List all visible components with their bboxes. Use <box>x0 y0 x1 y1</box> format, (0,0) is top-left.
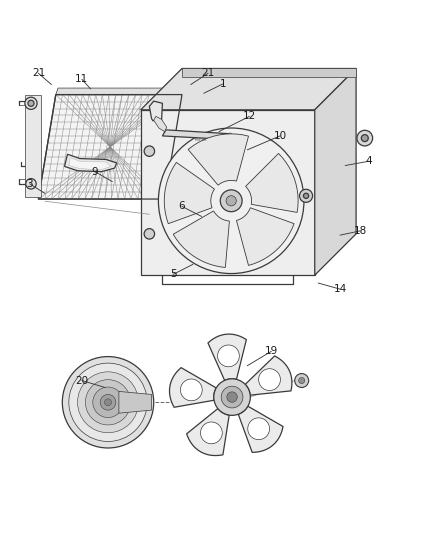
Circle shape <box>221 386 243 408</box>
Circle shape <box>25 97 37 109</box>
Polygon shape <box>154 116 167 132</box>
Polygon shape <box>182 68 356 77</box>
Ellipse shape <box>227 133 233 140</box>
Polygon shape <box>187 409 229 456</box>
Circle shape <box>248 418 269 440</box>
Polygon shape <box>245 356 292 395</box>
Polygon shape <box>69 158 111 170</box>
Polygon shape <box>237 208 294 265</box>
Polygon shape <box>208 334 246 381</box>
Circle shape <box>201 422 222 444</box>
Text: 18: 18 <box>354 226 367 236</box>
Text: 19: 19 <box>265 346 278 357</box>
Polygon shape <box>173 211 230 268</box>
Text: 1: 1 <box>220 79 226 88</box>
Circle shape <box>78 372 138 433</box>
Text: 12: 12 <box>243 111 256 122</box>
Polygon shape <box>182 88 184 199</box>
Polygon shape <box>64 154 117 172</box>
Circle shape <box>144 146 155 156</box>
Circle shape <box>144 229 155 239</box>
Circle shape <box>226 196 236 206</box>
Circle shape <box>69 363 147 441</box>
Text: 21: 21 <box>201 68 215 78</box>
Polygon shape <box>141 68 356 110</box>
Text: 10: 10 <box>273 131 286 141</box>
Circle shape <box>361 135 368 142</box>
Circle shape <box>100 394 116 410</box>
Text: 9: 9 <box>92 167 98 176</box>
Polygon shape <box>238 406 283 453</box>
Text: 3: 3 <box>26 179 33 189</box>
Text: 5: 5 <box>170 269 177 279</box>
Circle shape <box>214 379 251 415</box>
Polygon shape <box>188 134 248 185</box>
Circle shape <box>26 179 36 189</box>
Text: MOPAR: MOPAR <box>195 138 208 142</box>
Polygon shape <box>39 94 182 199</box>
Polygon shape <box>170 368 216 407</box>
Polygon shape <box>119 391 152 413</box>
Polygon shape <box>246 154 298 213</box>
Polygon shape <box>149 101 162 120</box>
Polygon shape <box>25 94 41 197</box>
Polygon shape <box>164 163 215 224</box>
Text: 11: 11 <box>75 75 88 84</box>
Circle shape <box>357 130 373 146</box>
Circle shape <box>218 345 239 367</box>
Circle shape <box>159 128 304 273</box>
Text: 6: 6 <box>179 201 185 212</box>
Circle shape <box>295 374 309 387</box>
Circle shape <box>85 379 131 425</box>
Circle shape <box>220 190 242 212</box>
Circle shape <box>259 369 280 391</box>
Circle shape <box>299 377 305 384</box>
Circle shape <box>304 193 309 198</box>
Text: 14: 14 <box>333 284 346 294</box>
Circle shape <box>62 357 154 448</box>
Circle shape <box>93 387 123 417</box>
Circle shape <box>300 189 313 203</box>
Text: 20: 20 <box>75 376 88 385</box>
Circle shape <box>28 100 34 107</box>
Text: 21: 21 <box>32 68 45 78</box>
Circle shape <box>180 379 202 401</box>
Polygon shape <box>141 110 315 275</box>
Circle shape <box>105 399 112 406</box>
Polygon shape <box>162 130 230 140</box>
Text: 4: 4 <box>366 156 372 166</box>
Polygon shape <box>315 68 356 275</box>
Polygon shape <box>56 88 184 94</box>
Circle shape <box>227 392 237 402</box>
